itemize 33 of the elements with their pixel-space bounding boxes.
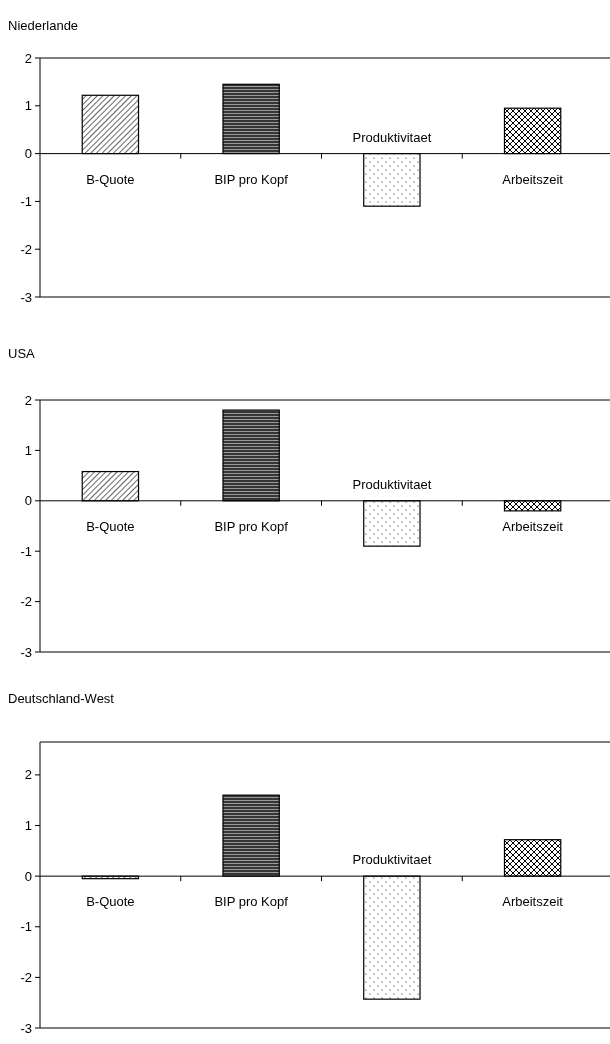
x-tick-label: Produktivitaet [352,852,432,868]
y-tick-label: -3 [20,644,32,660]
y-tick-label: -1 [20,919,32,935]
x-tick-label: Produktivitaet [352,129,432,145]
y-tick-label: -1 [20,193,32,209]
x-tick-label: BIP pro Kopf [214,171,289,187]
x-tick-label: B-Quote [86,518,135,534]
y-tick-label: -2 [20,969,32,985]
chart-title: USA [8,345,36,361]
chart-title: Niederlande [8,17,79,33]
x-tick-label: B-Quote [86,894,135,910]
y-tick-label: 2 [24,50,32,66]
x-tick-label: B-Quote [86,171,135,187]
x-tick-label: Arbeitszeit [502,894,564,910]
y-tick-label: -1 [20,543,32,559]
x-tick-label: Arbeitszeit [502,518,564,534]
y-tick-label: 2 [24,392,32,408]
y-tick-label: 2 [24,767,32,783]
y-tick-label: -3 [20,1020,32,1036]
y-tick-label: -2 [20,594,32,610]
y-tick-label: 0 [24,493,32,509]
y-tick-label: 1 [24,98,32,114]
y-tick-label: -2 [20,241,32,257]
y-tick-label: 1 [24,818,32,834]
x-tick-label: Produktivitaet [352,476,432,492]
chart-title: Deutschland-West [8,690,115,706]
y-tick-label: 0 [24,146,32,162]
y-tick-label: 1 [24,442,32,458]
x-tick-label: BIP pro Kopf [214,894,289,910]
x-tick-label: Arbeitszeit [502,171,564,187]
y-tick-label: 0 [24,868,32,884]
x-tick-label: BIP pro Kopf [214,518,289,534]
y-tick-label: -3 [20,289,32,305]
